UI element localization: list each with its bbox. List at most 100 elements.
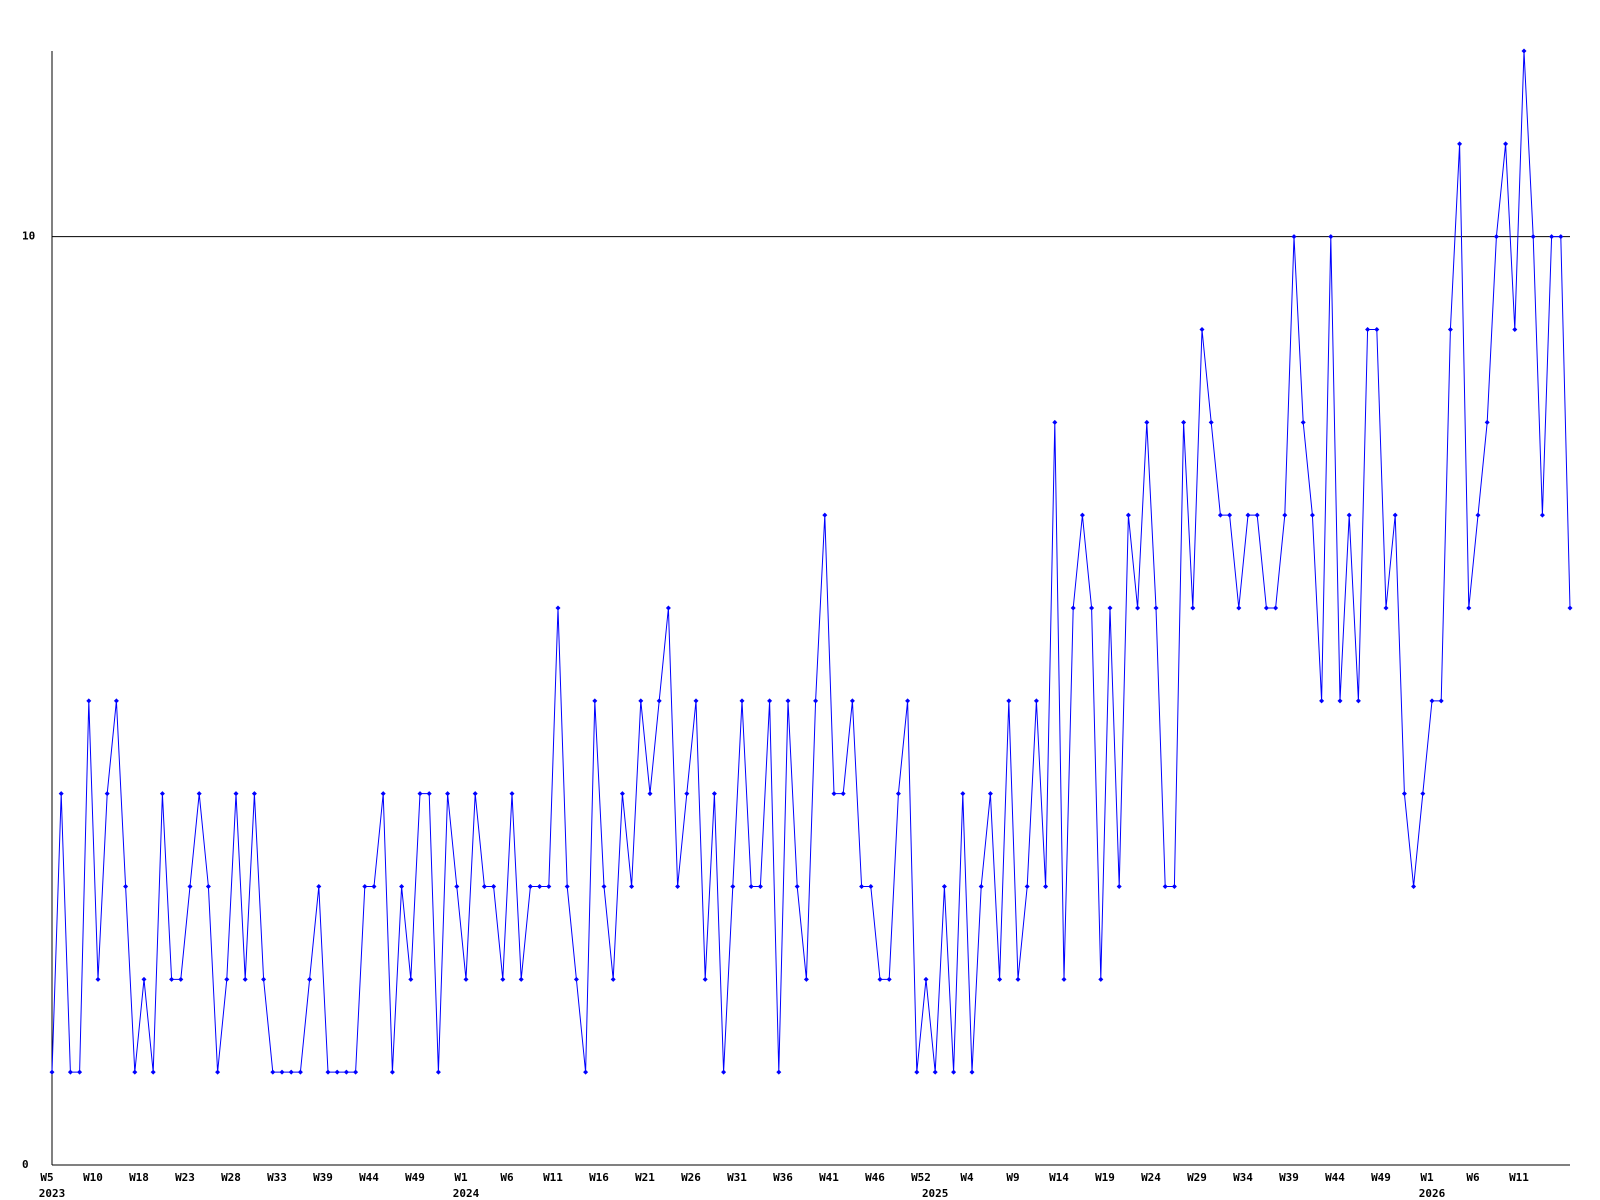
- point-marker: [1144, 419, 1150, 425]
- x-tick-label: W34: [1233, 1171, 1253, 1184]
- x-tick-label: W10: [83, 1171, 103, 1184]
- x-tick-label: W24: [1141, 1171, 1161, 1184]
- point-marker: [187, 884, 193, 889]
- point-marker: [886, 976, 892, 982]
- point-marker: [288, 1069, 294, 1075]
- point-marker: [573, 976, 579, 982]
- point-marker: [1024, 884, 1030, 889]
- point-marker: [564, 884, 570, 889]
- point-marker: [914, 1069, 920, 1075]
- point-marker: [307, 976, 313, 982]
- point-marker: [997, 976, 1003, 982]
- point-marker: [1365, 327, 1371, 332]
- point-marker: [1309, 512, 1315, 518]
- point-marker: [343, 1069, 349, 1075]
- point-marker: [647, 791, 653, 797]
- point-marker: [1337, 698, 1343, 704]
- point-marker: [371, 884, 377, 889]
- point-marker: [767, 698, 773, 704]
- point-marker: [1162, 884, 1168, 889]
- point-marker: [794, 884, 800, 889]
- point-marker: [1245, 512, 1251, 518]
- point-marker: [1346, 512, 1352, 518]
- point-marker: [831, 791, 837, 797]
- point-marker: [481, 884, 487, 889]
- x-tick-label: W49: [1371, 1171, 1391, 1184]
- point-marker: [711, 791, 717, 797]
- point-marker: [1411, 884, 1417, 889]
- year-label: 2026: [1419, 1187, 1446, 1200]
- x-tick-label: W33: [267, 1171, 287, 1184]
- point-marker: [261, 976, 267, 982]
- point-marker: [601, 884, 607, 889]
- point-marker: [1089, 605, 1095, 611]
- point-marker: [656, 698, 662, 704]
- point-marker: [693, 698, 699, 704]
- point-marker: [426, 791, 432, 797]
- point-marker: [270, 1069, 276, 1075]
- year-label: 2023: [39, 1187, 66, 1200]
- x-tick-label: W6: [1466, 1171, 1480, 1184]
- point-marker: [500, 976, 506, 982]
- point-marker: [895, 791, 901, 797]
- point-marker: [463, 976, 469, 982]
- point-marker: [1254, 512, 1260, 518]
- x-tick-label: W39: [1279, 1171, 1299, 1184]
- point-marker: [1549, 234, 1555, 240]
- point-marker: [150, 1069, 156, 1075]
- point-marker: [629, 884, 635, 889]
- point-marker: [1273, 605, 1279, 611]
- point-marker: [702, 976, 708, 982]
- point-marker: [316, 884, 322, 889]
- point-marker: [353, 1069, 359, 1075]
- point-marker: [1107, 605, 1113, 611]
- point-marker: [1015, 976, 1021, 982]
- year-label: 2024: [453, 1187, 480, 1200]
- point-marker: [1521, 48, 1527, 54]
- point-marker: [877, 976, 883, 982]
- point-marker: [721, 1069, 727, 1075]
- x-tick-label: W9: [1006, 1171, 1019, 1184]
- point-marker: [1236, 605, 1242, 611]
- point-marker: [215, 1069, 221, 1075]
- point-marker: [362, 884, 368, 889]
- point-marker: [1512, 327, 1518, 332]
- point-marker: [610, 976, 616, 982]
- point-marker: [178, 976, 184, 982]
- point-marker: [1263, 605, 1269, 611]
- point-marker: [399, 884, 405, 889]
- point-marker: [978, 884, 984, 889]
- point-marker: [1475, 512, 1481, 518]
- point-marker: [868, 884, 874, 889]
- point-marker: [454, 884, 460, 889]
- x-tick-label: W1: [454, 1171, 468, 1184]
- x-tick-label: W31: [727, 1171, 747, 1184]
- point-marker: [822, 512, 828, 518]
- x-tick-label: W44: [1325, 1171, 1345, 1184]
- point-marker: [941, 884, 947, 889]
- point-marker: [1438, 698, 1444, 704]
- point-marker: [1319, 698, 1325, 704]
- y-tick-label: 10: [22, 230, 35, 243]
- x-tick-label: W23: [175, 1171, 195, 1184]
- point-marker: [592, 698, 598, 704]
- point-marker: [905, 698, 911, 704]
- point-marker: [1208, 419, 1214, 425]
- x-tick-label: W11: [1509, 1171, 1529, 1184]
- point-marker: [67, 1069, 73, 1075]
- point-marker: [334, 1069, 340, 1075]
- point-marker: [95, 976, 101, 982]
- point-marker: [1282, 512, 1288, 518]
- point-marker: [196, 791, 202, 797]
- point-marker: [1217, 512, 1223, 518]
- x-tick-label: W19: [1095, 1171, 1115, 1184]
- point-marker: [445, 791, 451, 797]
- x-tick-label: W28: [221, 1171, 241, 1184]
- point-marker: [1493, 234, 1499, 240]
- x-tick-label: W36: [773, 1171, 793, 1184]
- point-marker: [417, 791, 423, 797]
- point-marker: [224, 976, 230, 982]
- point-marker: [169, 976, 175, 982]
